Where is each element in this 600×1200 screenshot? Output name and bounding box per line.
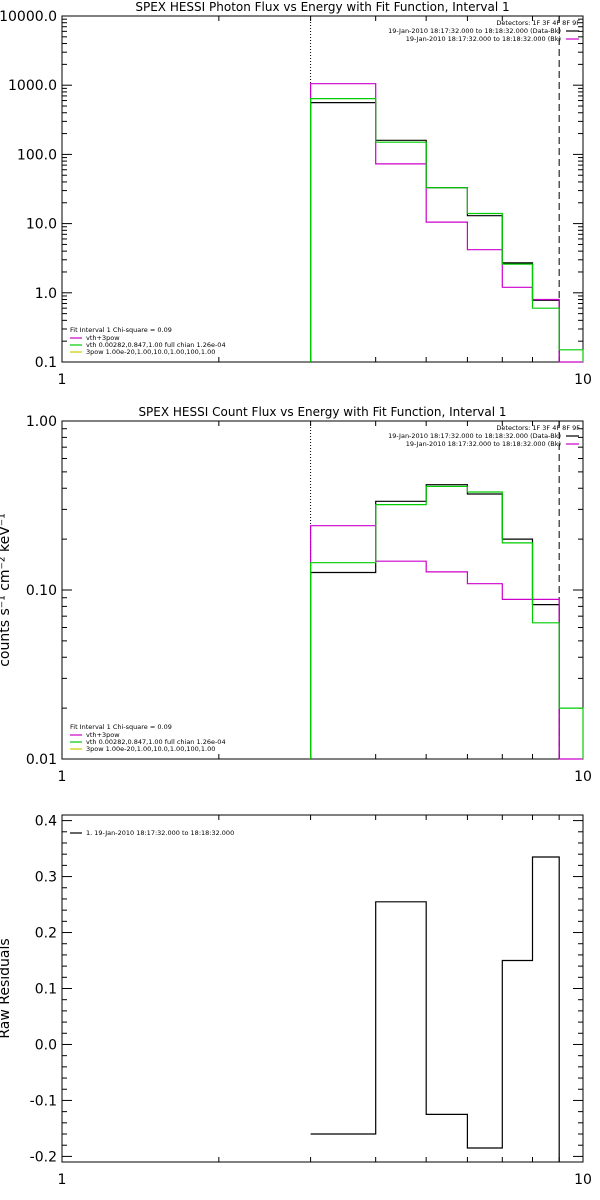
detectors-label: Detectors: 1F 3F 4F 8F 9F — [496, 424, 580, 432]
series-line-fit — [310, 98, 584, 362]
chart-panel-1: SPEX HESSI Photon Flux vs Energy with Fi… — [0, 0, 592, 388]
series-line-data-bk — [310, 102, 560, 362]
legend-entry: vth+3pow — [86, 731, 120, 739]
x-tick-label: 1 — [58, 769, 67, 785]
legend-entry: vth 0.00282,0.847,1.00 full chian 1.26e-… — [86, 738, 226, 746]
y-tick-label: 0.01 — [26, 752, 57, 768]
legend-entry: vth+3pow — [86, 334, 120, 342]
y-tick-label: 0.1 — [35, 355, 57, 371]
series-line-1 — [310, 856, 560, 1162]
legend-entry: 3pow 1.00e-20,1.00,10.0,1.00,100,1.00 — [86, 348, 215, 356]
legend-entry: 19-Jan-2010 18:17:32.000 to 18:18:32.000… — [388, 27, 561, 35]
plot-frame — [61, 420, 584, 760]
x-tick-label: 10 — [574, 1172, 592, 1188]
plot-frame — [61, 15, 584, 363]
legend-entry: 1. 19-Jan-2010 18:17:32.000 to 18:18:32.… — [86, 829, 234, 837]
chart-title: SPEX HESSI Photon Flux vs Energy with Fi… — [135, 0, 509, 14]
y-tick-label: 0.1 — [35, 982, 57, 998]
y-tick-label: -0.1 — [30, 1093, 57, 1109]
series-line-bk — [310, 83, 583, 363]
y-tick-label: 0.10 — [26, 583, 57, 599]
fit-header: Fit Interval 1 Chi-square = 0.09 — [70, 326, 172, 334]
y-tick-label: 1.00 — [26, 414, 57, 430]
y-tick-label: 1000.0 — [8, 78, 57, 94]
y-tick-label: 0.2 — [35, 926, 57, 942]
x-tick-label: 10 — [574, 372, 592, 388]
legend-entry: 19-Jan-2010 18:17:32.000 to 18:18:32.000… — [406, 440, 561, 448]
y-tick-label: 0.3 — [35, 870, 57, 886]
y-tick-label: 0.4 — [35, 814, 57, 830]
series-line-fit — [310, 485, 584, 759]
chart-panel-2: SPEX HESSI Count Flux vs Energy with Fit… — [0, 405, 592, 785]
x-tick-label: 1 — [58, 1172, 67, 1188]
y-axis-label: counts s⁻¹ cm⁻² keV⁻¹ — [0, 513, 13, 667]
y-tick-label: 100.0 — [17, 147, 57, 163]
legend-entry: 19-Jan-2010 18:17:32.000 to 18:18:32.000… — [388, 432, 561, 440]
y-axis-label: Raw Residuals — [0, 938, 13, 1038]
legend-entry: vth 0.00282,0.847,1.00 full chian 1.26e-… — [86, 341, 226, 349]
chart-title: SPEX HESSI Count Flux vs Energy with Fit… — [138, 405, 506, 419]
plot-frame — [61, 814, 584, 1163]
chart-panel-3: Raw Residuals 1 10 -0.2 -0.1 0.0 0.1 0.2 0.3 0.4 1… — [0, 814, 592, 1188]
legend-entry: 19-Jan-2010 18:17:32.000 to 18:18:32.000… — [406, 35, 561, 43]
y-tick-label: 1.0 — [35, 286, 57, 302]
y-tick-label: 10000.0 — [0, 9, 57, 25]
y-tick-label: -0.2 — [30, 1149, 57, 1165]
y-tick-label: 0.0 — [35, 1037, 57, 1053]
series-line-bk — [310, 525, 583, 760]
y-tick-label: 10.0 — [26, 217, 57, 233]
detectors-label: Detectors: 1F 3F 4F 8F 9F — [496, 19, 580, 27]
x-tick-label: 10 — [574, 769, 592, 785]
x-tick-label: 1 — [58, 372, 67, 388]
fit-header: Fit Interval 1 Chi-square = 0.09 — [70, 723, 172, 731]
legend-entry: 3pow 1.00e-20,1.00,10.0,1.00,100,1.00 — [86, 745, 215, 753]
